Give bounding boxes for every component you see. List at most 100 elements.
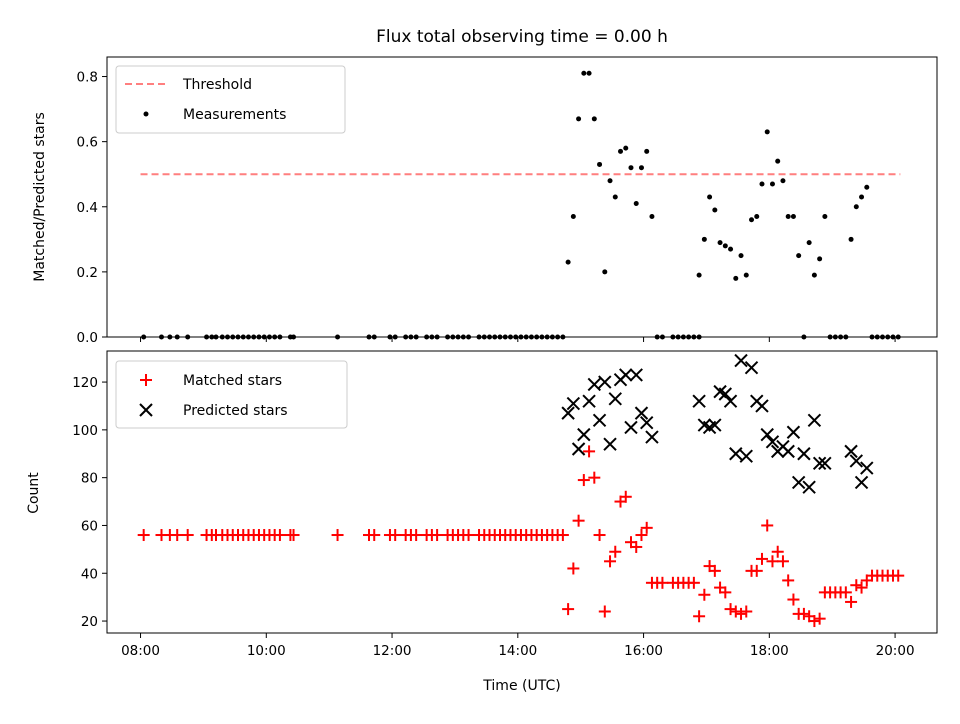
x-tick-label: 14:00 xyxy=(498,643,537,659)
y-tick-label: 0.8 xyxy=(77,70,98,86)
predicted-stars-legend-swatch xyxy=(139,403,153,417)
measurement-point xyxy=(602,269,608,275)
matched-star-point xyxy=(755,552,768,565)
matched-star-point xyxy=(766,555,779,568)
y-tick-label: 20 xyxy=(81,614,98,630)
matched-star-point xyxy=(797,607,810,620)
predicted-star-point xyxy=(708,418,722,432)
measurement-point xyxy=(859,194,865,200)
matched-star-point xyxy=(181,529,194,542)
predicted-star-point xyxy=(854,475,869,490)
matched-star-point xyxy=(137,529,150,542)
measurement-point xyxy=(633,201,639,207)
matched-star-point xyxy=(782,574,795,587)
matched-star-point xyxy=(656,576,669,589)
measurement-point xyxy=(848,236,854,242)
measurement-point xyxy=(607,178,613,184)
predicted-stars-legend-label: Predicted stars xyxy=(183,403,288,419)
matched-star-point xyxy=(740,605,753,618)
measurement-point xyxy=(749,217,755,223)
predicted-star-point xyxy=(577,427,591,442)
top-panel-frame xyxy=(106,56,938,338)
matched-star-point xyxy=(630,540,643,553)
measurement-point xyxy=(623,145,629,151)
predicted-star-point xyxy=(791,475,806,490)
matched-star-point xyxy=(331,529,344,542)
predicted-star-point xyxy=(718,387,733,401)
measurement-point xyxy=(565,259,571,265)
top-panel: Flux total observing time = 0.00 h Match… xyxy=(32,27,938,346)
matched-star-point xyxy=(708,564,721,577)
predicted-star-point xyxy=(619,368,633,382)
predicted-star-point xyxy=(760,427,774,442)
predicted-star-point xyxy=(640,415,654,430)
predicted-star-point xyxy=(571,442,586,456)
predicted-star-point xyxy=(739,449,753,463)
x-tick-label: 18:00 xyxy=(750,643,789,659)
measurement-point xyxy=(728,246,734,252)
matched-star-point xyxy=(556,529,569,542)
predicted-star-point xyxy=(797,447,811,461)
matched-star-point xyxy=(813,612,826,625)
measurement-point xyxy=(618,148,624,154)
measurement-point xyxy=(853,204,859,210)
measurement-point xyxy=(581,70,587,76)
measurement-point xyxy=(733,275,739,281)
measurement-point xyxy=(769,181,775,187)
matched-star-point xyxy=(839,586,852,599)
matched-star-point xyxy=(892,569,905,582)
matched-star-point xyxy=(389,529,402,542)
x-axis-label: Time (UTC) xyxy=(482,678,560,694)
chart-title: Flux total observing time = 0.00 h xyxy=(376,27,668,47)
bottom-legend: Matched stars Predicted stars xyxy=(115,360,348,429)
predicted-star-point xyxy=(624,420,638,435)
predicted-star-point xyxy=(786,425,801,439)
measurement-point xyxy=(864,184,870,190)
predicted-star-point xyxy=(566,396,581,411)
y-tick-label: 0.6 xyxy=(77,135,98,151)
predicted-star-point xyxy=(818,456,832,471)
y-tick-label: 80 xyxy=(81,471,98,487)
predicted-star-point xyxy=(592,413,607,428)
matched-star-point xyxy=(845,595,858,608)
measurement-point xyxy=(576,116,582,122)
measurement-point xyxy=(722,243,728,249)
y-tick-label: 120 xyxy=(72,375,98,391)
bottom-panel: Count Time (UTC) 20 40 60 80 100 120 08:00 10:… xyxy=(26,350,938,694)
matched-star-point xyxy=(619,490,632,503)
matched-star-point xyxy=(855,581,868,594)
y-tick-label: 100 xyxy=(72,423,98,439)
matched-star-point xyxy=(462,529,475,542)
matched-star-point xyxy=(368,529,381,542)
top-y-axis-label: Matched/Predicted stars xyxy=(32,112,48,282)
matched-star-point xyxy=(750,564,763,577)
measurement-point xyxy=(644,148,650,154)
predicted-star-point xyxy=(734,353,748,368)
matched-star-point xyxy=(850,579,863,592)
y-tick-label: 40 xyxy=(81,566,98,582)
y-tick-label: 0.2 xyxy=(77,265,98,281)
predicted-star-point xyxy=(608,392,622,406)
matched-star-point xyxy=(567,562,580,575)
measurement-point xyxy=(638,165,644,171)
predicted-star-point xyxy=(645,430,659,444)
measurement-point xyxy=(712,207,718,213)
measurement-point xyxy=(785,214,791,220)
measurement-point xyxy=(811,272,817,278)
predicted-star-point xyxy=(744,361,759,375)
y-tick-label: 60 xyxy=(81,518,98,534)
measurement-point xyxy=(701,236,707,242)
x-tick-label: 10:00 xyxy=(247,643,286,659)
measurement-point xyxy=(743,272,749,278)
threshold-legend-label: Threshold xyxy=(182,77,252,93)
matched-star-point xyxy=(687,576,700,589)
matched-star-point xyxy=(729,605,742,618)
predicted-star-point xyxy=(755,399,769,413)
matched-star-point xyxy=(719,586,732,599)
measurement-point xyxy=(790,214,796,220)
x-tick-label: 08:00 xyxy=(121,643,160,659)
predicted-star-point xyxy=(634,406,649,420)
measurement-point xyxy=(738,253,744,259)
measurement-point xyxy=(764,129,770,135)
